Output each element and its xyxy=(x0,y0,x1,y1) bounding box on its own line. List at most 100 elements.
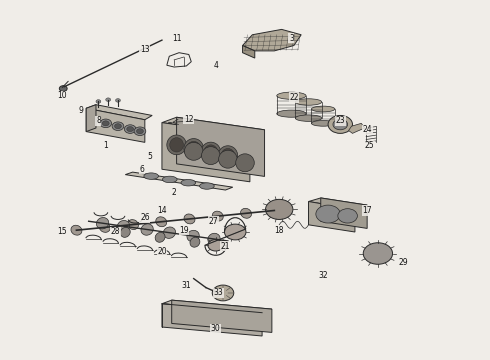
Text: 4: 4 xyxy=(213,61,218,70)
Ellipse shape xyxy=(170,138,183,152)
Circle shape xyxy=(96,100,101,103)
Ellipse shape xyxy=(184,142,203,160)
Circle shape xyxy=(115,124,122,129)
Text: 8: 8 xyxy=(96,116,101,125)
Text: 6: 6 xyxy=(140,165,145,174)
Polygon shape xyxy=(176,117,265,176)
Polygon shape xyxy=(321,198,367,228)
Polygon shape xyxy=(348,123,365,134)
Polygon shape xyxy=(309,198,367,210)
Ellipse shape xyxy=(117,220,130,232)
Ellipse shape xyxy=(221,148,235,163)
Text: 13: 13 xyxy=(140,45,149,54)
Ellipse shape xyxy=(184,214,195,224)
Text: 26: 26 xyxy=(140,213,149,222)
Polygon shape xyxy=(162,304,262,336)
Polygon shape xyxy=(162,123,250,182)
Ellipse shape xyxy=(97,217,109,229)
Polygon shape xyxy=(86,105,96,132)
Text: 10: 10 xyxy=(57,91,67,100)
Ellipse shape xyxy=(187,230,199,242)
Circle shape xyxy=(363,243,392,264)
Ellipse shape xyxy=(190,237,200,247)
Text: 11: 11 xyxy=(172,34,181,43)
Circle shape xyxy=(127,127,134,132)
Text: 31: 31 xyxy=(182,281,191,290)
Ellipse shape xyxy=(201,147,220,165)
Text: 25: 25 xyxy=(365,141,374,150)
Ellipse shape xyxy=(163,227,175,238)
Polygon shape xyxy=(243,30,301,51)
Circle shape xyxy=(124,125,136,134)
Polygon shape xyxy=(172,300,272,332)
Ellipse shape xyxy=(141,224,153,235)
Ellipse shape xyxy=(99,222,110,232)
Text: 19: 19 xyxy=(179,226,189,235)
Circle shape xyxy=(106,98,111,102)
Text: 32: 32 xyxy=(318,270,328,279)
Circle shape xyxy=(316,205,340,223)
Text: 5: 5 xyxy=(147,152,152,161)
Polygon shape xyxy=(86,105,152,120)
Text: 15: 15 xyxy=(57,228,67,237)
Text: 23: 23 xyxy=(336,116,345,125)
Ellipse shape xyxy=(127,220,139,230)
Ellipse shape xyxy=(295,99,322,105)
Circle shape xyxy=(266,199,293,220)
Polygon shape xyxy=(162,117,265,135)
Circle shape xyxy=(116,99,121,102)
Ellipse shape xyxy=(199,183,214,189)
Text: 24: 24 xyxy=(362,125,372,134)
Circle shape xyxy=(338,209,357,223)
Text: 2: 2 xyxy=(172,188,176,197)
Circle shape xyxy=(224,224,246,240)
Text: 28: 28 xyxy=(111,228,120,237)
Circle shape xyxy=(212,285,234,301)
Polygon shape xyxy=(125,172,233,190)
Ellipse shape xyxy=(219,150,237,168)
Text: 30: 30 xyxy=(211,324,220,333)
Ellipse shape xyxy=(295,115,322,121)
Circle shape xyxy=(112,122,124,131)
Ellipse shape xyxy=(277,110,306,117)
Circle shape xyxy=(100,119,112,128)
Ellipse shape xyxy=(167,135,186,155)
Text: 27: 27 xyxy=(208,217,218,226)
Circle shape xyxy=(328,116,352,134)
Ellipse shape xyxy=(121,228,130,237)
Ellipse shape xyxy=(201,142,220,162)
Text: 18: 18 xyxy=(274,226,284,235)
Circle shape xyxy=(137,129,144,134)
Circle shape xyxy=(59,86,67,91)
Polygon shape xyxy=(162,300,272,313)
Text: 14: 14 xyxy=(157,206,167,215)
Ellipse shape xyxy=(212,211,223,221)
Polygon shape xyxy=(243,45,255,58)
Ellipse shape xyxy=(181,180,196,186)
Ellipse shape xyxy=(241,208,251,218)
Polygon shape xyxy=(86,108,145,142)
Polygon shape xyxy=(309,202,355,232)
Ellipse shape xyxy=(312,106,335,112)
Ellipse shape xyxy=(312,121,335,126)
Ellipse shape xyxy=(236,154,254,172)
Ellipse shape xyxy=(218,146,238,166)
Ellipse shape xyxy=(208,233,220,245)
Ellipse shape xyxy=(184,139,203,158)
Ellipse shape xyxy=(71,225,82,235)
Text: 20: 20 xyxy=(157,247,167,256)
Text: 21: 21 xyxy=(220,242,230,251)
Text: 9: 9 xyxy=(79,105,84,114)
Text: 17: 17 xyxy=(362,206,372,215)
Circle shape xyxy=(208,239,223,251)
Ellipse shape xyxy=(156,217,167,227)
Text: 12: 12 xyxy=(184,114,194,123)
Text: 29: 29 xyxy=(399,258,409,267)
Ellipse shape xyxy=(155,232,165,242)
Ellipse shape xyxy=(162,176,177,183)
Ellipse shape xyxy=(204,145,218,159)
Ellipse shape xyxy=(187,141,200,156)
Circle shape xyxy=(134,127,146,135)
Text: 33: 33 xyxy=(213,288,223,297)
Ellipse shape xyxy=(144,173,159,179)
